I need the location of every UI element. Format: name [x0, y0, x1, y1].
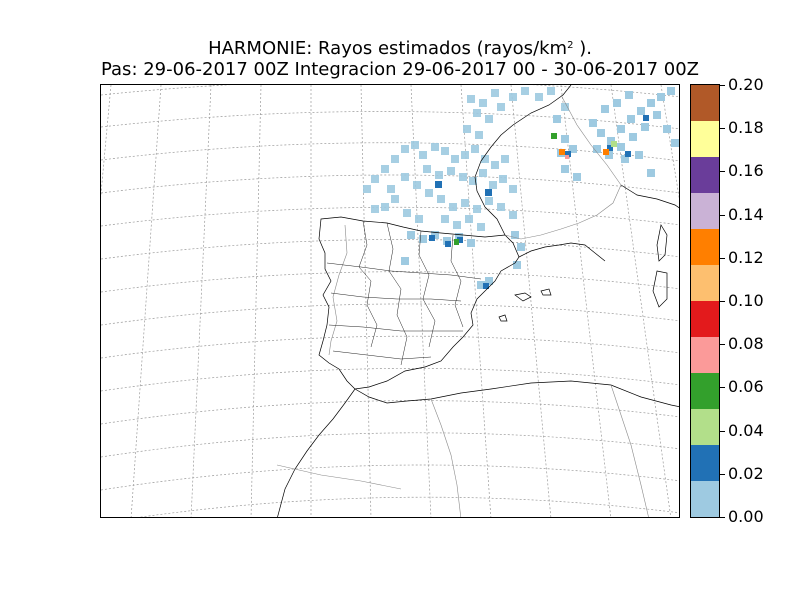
meridian: [360, 85, 372, 517]
border-algeria-tunisia: [610, 384, 649, 517]
menorca: [540, 288, 552, 296]
lightning-density-patches: [363, 87, 679, 289]
map-panel: [100, 84, 680, 518]
france-atlantic-coast: [474, 85, 572, 236]
parallel: [101, 174, 679, 194]
province-border: [450, 234, 464, 328]
parallel: [101, 368, 679, 392]
meridian: [101, 85, 112, 198]
parallel: [101, 111, 679, 130]
colorbar-tick-label: 0.16: [728, 161, 764, 181]
parallel: [101, 85, 679, 98]
colorbar-tick-label: 0.18: [728, 118, 764, 138]
province-border: [326, 262, 482, 280]
colorbar-ticks: 0.00 0.02 0.04 0.06 0.08 0.10 0.12 0.14 0.16 0.18…: [720, 76, 800, 526]
meridian: [660, 85, 679, 199]
corsica: [656, 224, 668, 262]
title-suffix: ).: [573, 38, 592, 59]
parallel: [101, 303, 679, 326]
colorbar-tick-label: 0.08: [728, 334, 764, 354]
colorbar-tick-label: 0.02: [728, 463, 764, 483]
parallel: [101, 142, 679, 162]
colorbar: [690, 84, 720, 518]
province-border: [358, 220, 378, 348]
border-france-east: [560, 94, 622, 186]
italy-coast: [620, 184, 679, 209]
parallel: [101, 464, 679, 491]
colorbar-tick-label: 0.00: [728, 507, 764, 526]
colorbar-tick-mark: [720, 257, 725, 259]
iberia-coast: [318, 216, 520, 390]
sardinia: [652, 270, 668, 308]
colorbar-gradient: [691, 85, 719, 517]
province-border: [328, 324, 463, 332]
colorbar-tick-mark: [720, 344, 725, 346]
meridian: [560, 85, 612, 517]
province-border: [332, 350, 432, 360]
title-prefix: HARMONIE: Rayos estimados (rayos/km: [208, 38, 568, 59]
mallorca: [514, 292, 532, 302]
colorbar-tick-label: 0.20: [728, 75, 764, 94]
meridian: [130, 85, 162, 517]
france-high-spots: [551, 133, 617, 159]
province-border: [418, 230, 436, 348]
colorbar-tick-label: 0.06: [728, 377, 764, 397]
border-spain-portugal: [328, 224, 348, 356]
meridian: [510, 85, 552, 517]
biscay-dark-spots: [435, 181, 492, 196]
chart-title-line-1: HARMONIE: Rayos estimados (rayos/km2 ).: [0, 36, 800, 59]
graticule: [101, 85, 679, 517]
map-canvas: [101, 85, 679, 517]
border-france-spain: [504, 184, 622, 240]
province-border: [330, 292, 462, 302]
meridian: [190, 85, 212, 517]
chart-title-line-2: Pas: 29-06-2017 00Z Integracion 29-06-20…: [100, 59, 699, 80]
colorbar-tick-mark: [720, 85, 725, 86]
parallel: [101, 432, 679, 458]
parallel: [101, 335, 679, 359]
gulf-of-lion-coast: [518, 242, 606, 262]
border-morocco-algeria: [430, 398, 462, 517]
france-dark-spots: [565, 115, 649, 157]
parallel: [101, 271, 679, 293]
province-borders: [326, 220, 482, 366]
colorbar-tick-label: 0.14: [728, 204, 764, 224]
colorbar-tick-mark: [720, 473, 725, 475]
north-africa-coast: [354, 380, 679, 407]
parallel: [101, 239, 679, 260]
province-border: [386, 222, 408, 366]
coastlines: [277, 85, 679, 517]
biscay-cluster: [363, 87, 569, 231]
colorbar-tick-label: 0.12: [728, 247, 764, 267]
colorbar-tick-mark: [720, 214, 725, 216]
morocco-atlantic-coast: [277, 388, 356, 517]
parallel: [101, 206, 679, 227]
north-spain-green-spot: [454, 239, 459, 245]
ibiza: [498, 314, 508, 322]
colorbar-tick-label: 0.04: [728, 420, 764, 440]
colorbar-tick-label: 0.10: [728, 291, 764, 310]
meridian: [410, 85, 432, 517]
north-spain-dark-spots: [429, 235, 489, 289]
border-south: [276, 464, 402, 490]
colorbar-tick-mark: [720, 301, 725, 302]
colorbar-tick-mark: [720, 430, 725, 432]
colorbar-tick-mark: [720, 517, 725, 518]
title-superscript: 2: [567, 40, 574, 51]
colorbar-tick-mark: [720, 387, 725, 389]
parallel: [139, 496, 679, 517]
colorbar-tick-mark: [720, 128, 725, 130]
meridian: [250, 85, 262, 517]
parallel: [101, 400, 679, 425]
colorbar-tick-mark: [720, 171, 725, 173]
france-cluster: [553, 87, 679, 181]
country-borders: [276, 94, 649, 517]
